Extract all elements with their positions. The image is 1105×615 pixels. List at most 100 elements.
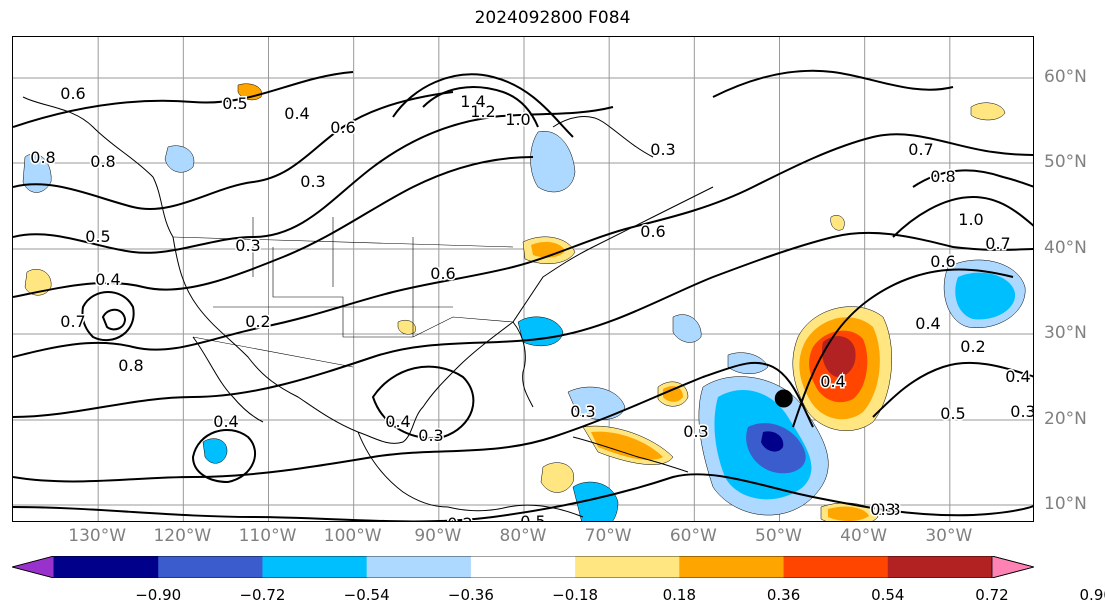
contour-label: 0.7 [908,140,933,159]
map-panel: 0.6 0.5 0.4 0.8 1.4 1.2 1.0 0.6 0.7 0.8 1.0 0.7 0.6 0… [12,36,1034,522]
shade-carib-blue [567,386,626,420]
contour-labels: 0.60.50.40.81.41.2 1.00.60.70.81.00.70.60… [29,83,1034,522]
lon-label: 130°W [68,526,127,546]
contour-label: 1.0 [958,210,983,229]
shade-carib-yellow [540,462,575,493]
colorbar-tick-label: 0.72 [975,586,1009,604]
lat-label: 60°N [1044,67,1087,87]
contour-label: 0.6 [330,118,355,137]
contour-label: 0.8 [118,356,143,375]
map-title: 2024092800 F084 [474,8,631,28]
coastlines [22,96,714,518]
colorbar-segment [575,556,680,578]
colorbar-segment [470,556,576,578]
track-point-marker [774,389,793,408]
contour-label: 1.0 [505,110,530,129]
contour-label: 0.4 [820,372,845,391]
lat-label: 10°N [1044,494,1087,514]
contour-label: 0.5 [85,227,110,246]
colorbar-extend-max [991,556,1034,578]
lon-label: 90°W [414,526,462,546]
contour-label: 0.6 [430,264,455,283]
colorbar-tick-label: 0.54 [871,586,905,604]
lon-label: 40°W [840,526,888,546]
colorbar-tick-label: 0.18 [662,586,697,604]
colorbar-segment [887,556,993,578]
shade-gulf-yellow [397,319,416,335]
lon-label: 120°W [153,526,212,546]
contour-label: 0.3 [570,402,595,421]
shade-atl-orange2 [663,386,683,402]
contour-label: 0.6 [640,222,665,241]
contour-label: 1.4 [460,92,485,111]
contour-label: 0.3 [875,500,900,519]
map-canvas: 0.60.50.40.81.41.2 1.00.60.70.81.00.70.60… [13,37,1034,522]
colorbar-tick-label: −0.36 [447,586,494,604]
shade-pac-blue [202,438,228,464]
lon-label: 80°W [499,526,547,546]
shade-pac-blue2 [164,145,195,173]
contour-label: 0.4 [385,412,410,431]
contour-label: 0.4 [1005,367,1030,386]
contour-label: 0.3 [683,422,708,441]
contour-label: 0.3 [300,172,325,191]
shade-dark-blue [761,431,784,452]
lon-label: 50°W [755,526,802,546]
lon-label: 100°W [323,526,382,546]
shade-nova-blue [530,130,576,193]
colorbar-tick-label: −0.54 [343,586,390,604]
lat-label: 30°N [1044,323,1087,343]
contour-label: 0.5 [222,94,247,113]
lat-label: 20°N [1044,409,1087,429]
contour-label: 0.3 [418,426,443,445]
colorbar-tick-label: 0.36 [766,586,801,604]
colorbar-tick-label: −0.90 [135,586,182,604]
shade-carib-blue2 [572,481,619,521]
colorbar-tick-label: 0.90 [1079,586,1105,604]
colorbar-segment [783,556,889,578]
shade-east-blue-core [955,272,1016,320]
colorbar-segment [366,556,472,578]
contour-label: 0.2 [960,337,985,356]
colorbar-tick-label: −0.18 [552,586,599,604]
contour-label: 0.6 [930,252,955,271]
contour-label: 0.5 [520,512,545,522]
colorbar-segment [158,556,263,578]
contour-label: 0.8 [930,167,955,186]
contour-label: 0.3 [870,500,895,519]
shade-west-blue [22,153,52,193]
shade-dark-red [821,336,856,377]
contour-lines [13,69,1033,521]
contour-label: 0.5 [940,404,965,423]
lat-label: 50°N [1044,152,1087,172]
shade-small-yellow [830,215,845,231]
contour-label: 0.2 [245,312,270,331]
colorbar-extend-min [12,556,55,578]
anomaly-shading [22,83,1026,521]
contour-label: 0.7 [985,234,1010,253]
contour-label: 0.4 [95,270,120,289]
shade-w-yellow [24,269,52,296]
shade-mid-atl-blue [672,314,702,343]
contour-label: 0.3 [650,140,675,159]
colorbar-segment [262,556,368,578]
colorbar-tick-label: −0.72 [239,586,286,604]
contour-label: 0.8 [90,152,115,171]
contour-label: 0.4 [915,314,940,333]
contour-label: 0.6 [60,84,85,103]
colorbar-segment [54,556,159,578]
shade-south-orange2 [828,506,869,521]
shade-gulf-blue [517,316,564,347]
colorbar-segment [679,556,785,578]
contour-label: 0.3 [235,236,260,255]
shade-carib-orange2 [591,431,663,460]
contour-label: 0.2 [447,514,472,522]
shade-ne-yellow [970,102,1006,121]
lon-label: 30°W [925,526,973,546]
contour-label: 0.8 [30,148,55,167]
lon-label: 110°W [238,526,297,546]
contour-label: 1.2 [470,102,495,121]
contour-label: 0.3 [1010,402,1034,421]
lat-label: 40°N [1044,238,1087,258]
lon-label: 60°W [669,526,717,546]
